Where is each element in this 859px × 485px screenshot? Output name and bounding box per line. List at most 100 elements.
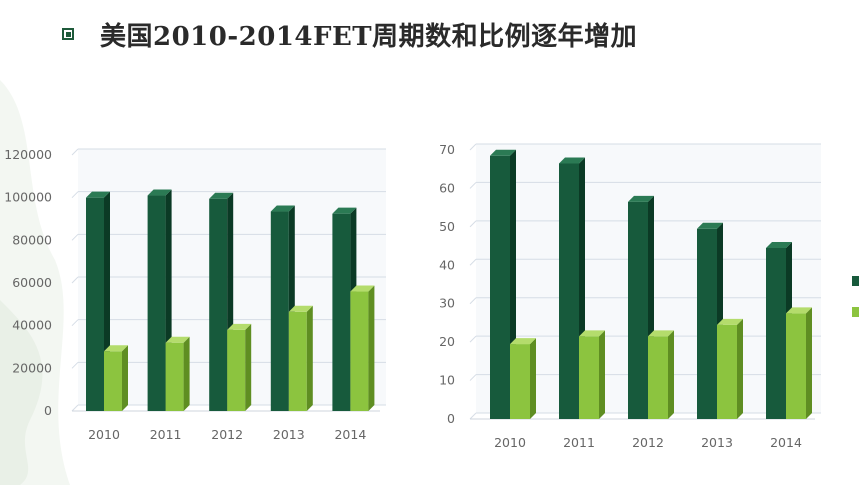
y-tick-label: 50	[439, 219, 455, 234]
gridline-connector	[469, 143, 477, 151]
gridline-connector	[469, 182, 477, 189]
y-tick-label: 20000	[12, 360, 52, 375]
legend-swatch-series1	[852, 276, 859, 286]
x-tick-label: 2012	[211, 427, 243, 442]
chart-fet-ratio: 0 10 20 30 40 50 60 70 2010 2011 2012 2013 2014	[439, 142, 821, 450]
bar-series2-2011	[165, 336, 190, 411]
bar-front	[86, 197, 104, 411]
bar-side	[245, 323, 252, 411]
bar-side	[183, 336, 190, 411]
y-tick-label: 30	[439, 296, 455, 311]
bar-side	[368, 285, 375, 411]
bar-top	[579, 330, 605, 337]
x-tick-label: 2013	[701, 435, 733, 450]
bar-series2-2014	[786, 307, 812, 419]
gridline-connector	[71, 191, 79, 199]
bar-top	[490, 149, 516, 156]
y-tick-label: 40000	[12, 318, 52, 333]
bar-top	[510, 338, 536, 345]
bar-top	[786, 307, 812, 314]
y-tick-label: 100000	[4, 190, 52, 205]
bar-front	[209, 198, 228, 411]
gridline-connector	[469, 297, 477, 305]
bar-top	[717, 318, 743, 325]
bar-front	[288, 311, 307, 411]
bar-front	[165, 342, 184, 411]
bar-top	[766, 241, 792, 248]
bar-side	[530, 338, 536, 419]
y-tick-label: 0	[447, 411, 455, 426]
bar-front	[697, 228, 717, 419]
bar-front	[628, 201, 648, 419]
bar-front	[579, 336, 599, 419]
bar-top	[147, 189, 172, 196]
bar-front	[332, 213, 351, 411]
bar-top	[332, 207, 357, 214]
x-tick-label: 2014	[770, 435, 802, 450]
bar-side	[806, 307, 812, 419]
bar-top	[559, 157, 585, 164]
bar-front	[270, 211, 289, 411]
y-tick-label: 10	[439, 373, 455, 388]
y-tick-label: 80000	[12, 232, 52, 247]
bar-front	[717, 324, 737, 419]
chart-fet-cycles: 0 20000 40000 60000 80000 100000 120000 2010 201…	[4, 147, 386, 442]
bar-series2-2013	[288, 305, 313, 411]
gridline-connector	[71, 361, 79, 369]
bar-series2-2012	[648, 330, 674, 419]
bar-side	[122, 345, 128, 411]
bar-side	[737, 318, 743, 419]
bar-top	[628, 195, 654, 202]
bar-top	[209, 192, 234, 199]
bar-top	[288, 305, 313, 312]
gridline-connector	[71, 148, 79, 156]
gridline-connector	[71, 233, 79, 241]
y-tick-label: 0	[44, 403, 52, 418]
page-title: 美国2010-2014FET周期数和比例逐年增加	[100, 21, 638, 52]
bar-side	[306, 305, 313, 411]
legend-swatch-series2	[852, 307, 859, 317]
x-tick-label: 2011	[150, 427, 182, 442]
bar-series2-2014	[350, 285, 375, 411]
bar-series2-2010	[510, 338, 536, 419]
y-tick-label: 40	[439, 257, 455, 272]
y-tick-label: 60	[439, 180, 455, 195]
y-tick-label: 20	[439, 334, 455, 349]
gridline-connector	[71, 404, 79, 412]
y-tick-label: 120000	[4, 147, 52, 162]
gridline-connector	[469, 220, 477, 228]
bar-top	[270, 205, 295, 212]
bar-front	[766, 247, 786, 419]
x-tick-label: 2012	[632, 435, 664, 450]
gridline-connector	[469, 335, 477, 343]
bar-top	[648, 330, 674, 337]
bar-front	[227, 329, 246, 411]
x-tick-label: 2011	[563, 435, 595, 450]
bar-top	[104, 345, 128, 352]
bar-front	[648, 336, 668, 419]
x-tick-label: 2010	[494, 435, 526, 450]
bar-series2-2012	[227, 323, 252, 411]
gridline-connector	[469, 258, 477, 266]
gridline-connector	[469, 374, 477, 381]
bar-top	[165, 336, 190, 343]
gridline-connector	[71, 276, 79, 284]
bar-series2-2013	[717, 318, 743, 419]
x-tick-label: 2014	[334, 427, 366, 442]
title-row: 美国2010-2014FET周期数和比例逐年增加	[62, 14, 637, 54]
bar-top	[227, 323, 252, 330]
bar-front	[786, 313, 806, 419]
bar-top	[350, 285, 375, 292]
bar-front	[147, 195, 166, 411]
gridline-connector	[469, 412, 477, 420]
bar-series2-2011	[579, 330, 605, 419]
bar-side	[599, 330, 605, 419]
bar-front	[104, 351, 122, 411]
bar-side	[668, 330, 674, 419]
bar-series2-2010	[104, 345, 128, 411]
bar-top	[86, 191, 110, 198]
title-bullet-icon	[62, 28, 74, 40]
bar-front	[350, 291, 369, 411]
y-tick-label: 70	[439, 142, 455, 157]
